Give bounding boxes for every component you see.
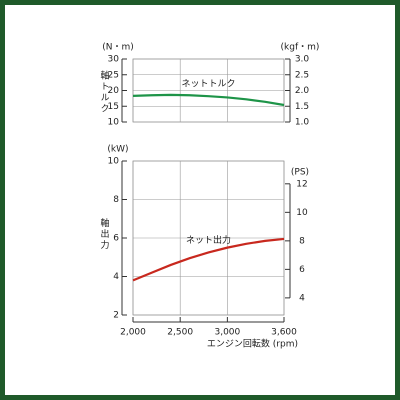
y2-tick-label: 4 [299,293,305,303]
y-unit: (kW) [107,145,128,155]
series-label: ネット出力 [186,234,231,246]
y-tick-label: 20 [108,86,120,96]
y2-unit: (kgf・m) [281,43,320,53]
y-tick-label: 6 [113,234,119,244]
series-line [132,237,285,282]
y2-tick-label: 6 [299,265,305,275]
y-unit: (N・m) [102,43,134,53]
y-tick-label: 10 [108,157,120,167]
x-tick-label: 3,000 [214,328,240,338]
x-axis-label: エンジン回転数 (rpm) [207,338,298,350]
y-axis-label: 軸出力 [99,217,110,251]
chart: 10 15 20 25 30 (N・m) 軸トルク 1.0 1.5 2.0 2.5 3.0 (kgf・m… [99,43,320,350]
y-tick-label: 15 [108,102,119,112]
y-tick-label: 30 [108,55,120,65]
y-tick-label: 8 [113,195,119,205]
x-tick-label: 3,600 [271,328,297,338]
y-tick-label: 10 [108,118,120,128]
y2-tick-label: 8 [299,236,305,246]
series-label: ネットトルク [181,79,235,90]
y2-tick-label: 12 [296,179,307,189]
y2-tick-label: 2.0 [295,86,310,96]
y2-tick-label: 3.0 [295,55,310,65]
y2-tick-label: 2.5 [295,70,309,80]
x-tick-label: 2,500 [167,328,193,338]
y-axis-label: 軸トルク [99,69,110,114]
y-tick-label: 4 [113,272,119,282]
y-tick-label: 25 [108,70,119,80]
y2-tick-label: 1.5 [295,102,309,112]
y2-tick-label: 1.0 [295,118,310,128]
series-line [132,93,285,107]
y2-unit: (PS) [291,167,309,177]
y-tick-label: 2 [113,311,119,321]
y2-tick-label: 10 [296,208,308,218]
x-tick-label: 2,000 [120,328,146,338]
